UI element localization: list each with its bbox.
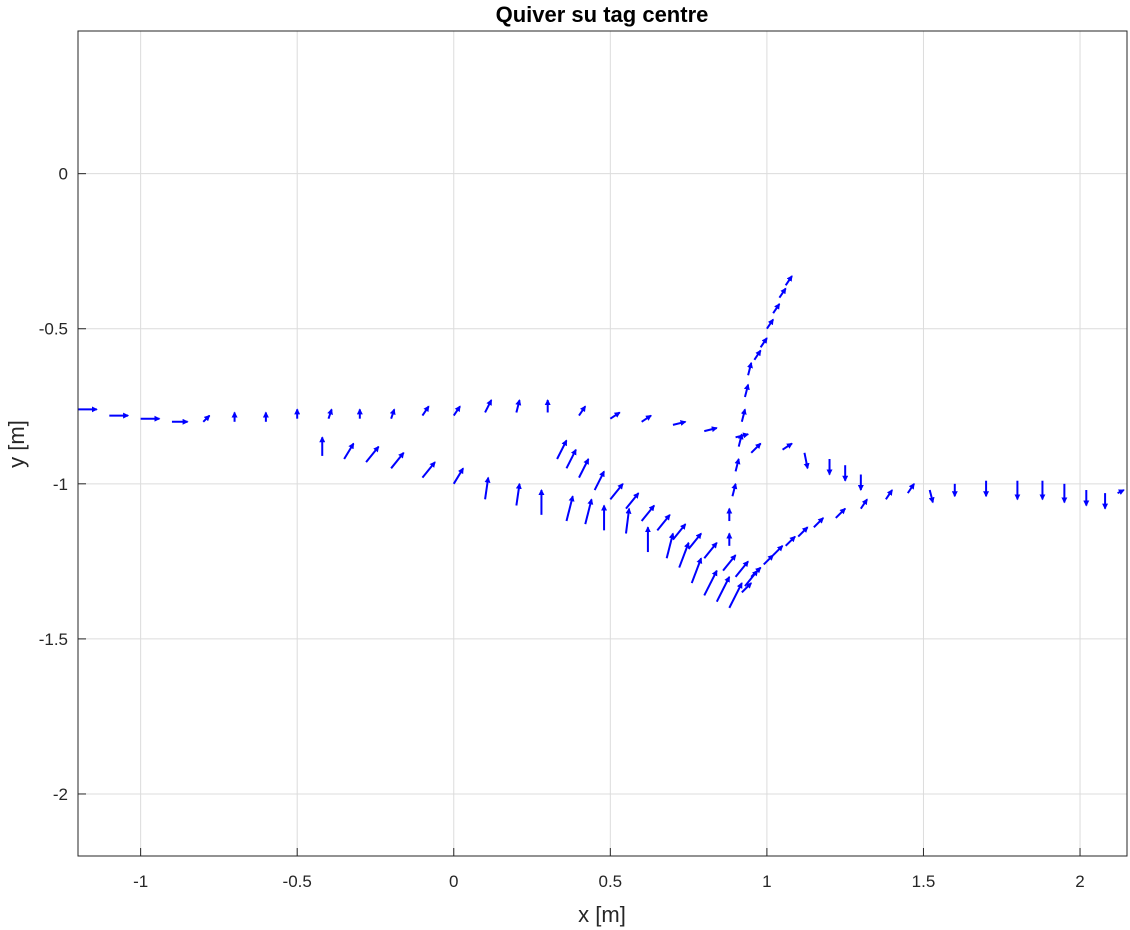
grid-lines [78,31,1127,856]
quiver-arrow [672,420,687,426]
quiver-arrow [860,498,868,510]
x-tick-label: 1 [762,872,771,891]
quiver-arrow [625,492,640,510]
quiver-arrow [784,275,793,286]
quiver-arrow [784,535,796,547]
quiver-arrow [672,523,687,541]
quiver-arrow [772,303,781,314]
quiver-arrow [1117,489,1125,495]
quiver-arrow [656,514,671,531]
x-axis-ticks: -1 -0.5 0 0.5 1 1.5 2 [133,848,1085,891]
quiver-arrow [421,405,430,417]
quiver-arrow [928,489,935,504]
quiver-arrow [750,566,762,578]
quiver-arrow [484,476,491,500]
quiver-arrow [624,507,632,534]
quiver-arrow [678,541,690,568]
quiver-arrow [722,554,737,572]
quiver-arrow [593,470,605,491]
quiver-arrow [578,458,590,479]
quiver-arrow [578,405,587,417]
quiver-arrow [327,408,333,420]
quiver-arrow [747,361,753,376]
quiver-arrow [803,452,810,470]
quiver-arrow [763,554,774,566]
quiver-arrow [687,532,702,550]
quiver-arrow [665,532,675,559]
quiver-arrow [759,337,768,348]
y-axis-ticks: 0 -0.5 -1 -1.5 -2 [39,165,86,804]
y-tick-label: -1 [53,475,68,494]
x-tick-label: 1.5 [912,872,936,891]
quiver-arrow [743,383,750,398]
quiver-arrow [452,405,461,417]
quiver-arrow [421,461,436,479]
chart-title: Quiver su tag centre [496,2,709,27]
quiver-arrow [885,489,893,500]
quiver-arrow [565,495,575,522]
x-tick-label: -1 [133,872,148,891]
y-tick-label: -1.5 [39,630,68,649]
plot-box [77,30,1128,857]
quiver-arrow [565,448,577,469]
quiver-arrow [515,482,522,506]
quiver-arrow [584,498,594,525]
quiver-arrow [772,545,784,556]
quiver-arrow [452,467,465,485]
quiver-arrow [734,458,741,472]
y-tick-label: -2 [53,785,68,804]
quiver-arrow [484,399,493,413]
quiver-arrows [78,275,1125,609]
y-tick-label: 0 [59,165,68,184]
quiver-arrow [609,411,621,420]
quiver-arrow [690,557,703,584]
quiver-arrow [734,560,749,578]
quiver-arrow [704,426,718,433]
quiver-arrow [343,442,355,460]
x-tick-label: -0.5 [283,872,312,891]
quiver-arrow [703,569,718,596]
quiver-arrow [365,445,380,463]
y-axis-label: y [m] [4,420,29,468]
y-tick-label: -0.5 [39,320,68,339]
quiver-arrow [202,414,211,423]
quiver-arrow [778,287,787,299]
quiver-arrow [835,507,846,519]
x-tick-label: 0 [449,872,458,891]
quiver-arrow [766,318,774,330]
quiver-arrow [906,482,915,494]
quiver-arrow [731,482,738,497]
quiver-arrow [609,483,624,500]
quiver-arrow [750,442,762,454]
quiver-arrow [640,504,655,522]
quiver-arrow [797,526,809,538]
x-tick-label: 2 [1075,872,1084,891]
quiver-arrow [753,349,762,361]
quiver-arrow [556,439,568,460]
x-tick-label: 0.5 [599,872,623,891]
quiver-arrow [641,414,652,423]
x-axis-label: x [m] [578,902,626,927]
quiver-arrow [782,442,793,451]
quiver-arrow [813,517,824,528]
quiver-arrow [390,452,405,469]
quiver-arrow [728,582,743,609]
quiver-arrow [737,433,744,447]
quiver-arrow [389,408,396,420]
quiver-arrow [715,575,731,603]
quiver-arrow [741,582,752,594]
quiver-arrow [740,408,747,423]
quiver-arrow [703,541,718,559]
quiver-arrow [515,399,522,413]
plot-background [78,31,1127,856]
